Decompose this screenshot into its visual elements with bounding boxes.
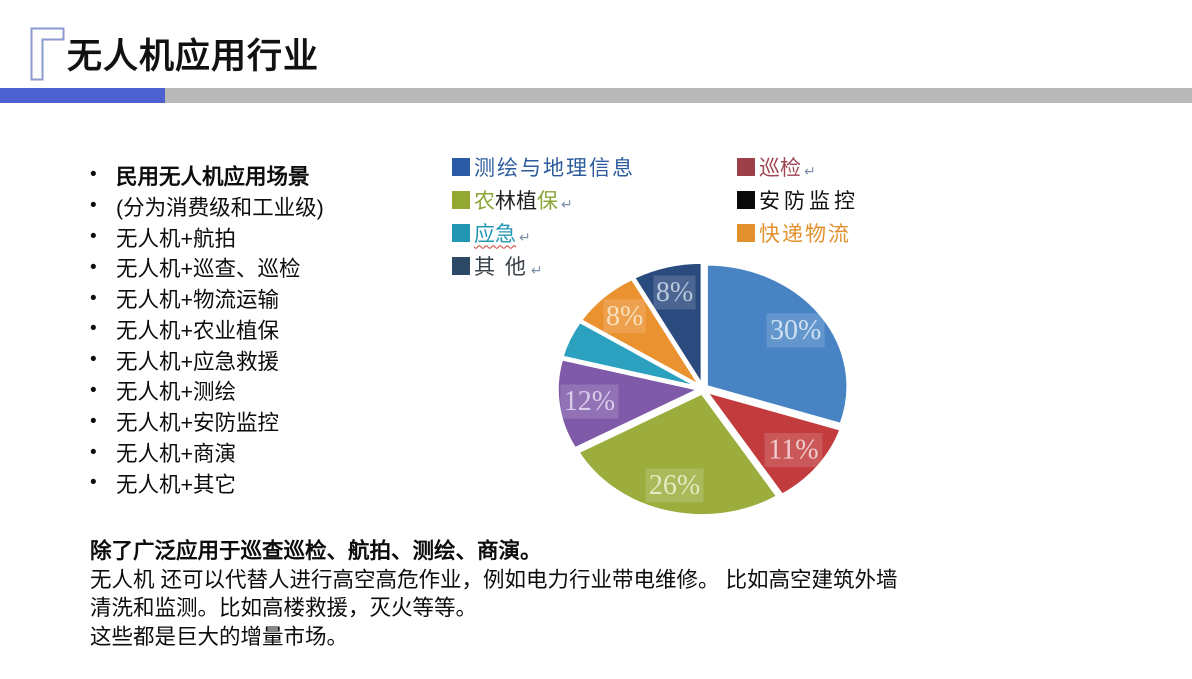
bullet-dot: •	[90, 349, 97, 371]
bullet-dot: •	[90, 410, 97, 432]
pie-label-快递物流: 8%	[606, 301, 643, 332]
legend-label-inspection: 巡检	[759, 156, 801, 180]
pie-slice-快递物流	[579, 277, 702, 387]
pie-label-农林植保: 26%	[649, 470, 700, 501]
pie-slice-农林植保	[577, 392, 779, 517]
legend-item-surveying: 测绘与地理信息	[452, 150, 635, 183]
legend-item-agriculture: 农 林植 保 ↵	[452, 183, 635, 216]
accent-bar-gray	[165, 88, 1192, 103]
return-mark-icon: ↵	[561, 196, 573, 212]
pie-label-box	[653, 275, 696, 310]
bullet-list: • 民用无人机应用场景 • (分为消费级和工业级) • 无人机+航拍 • 无人机+巡查、…	[90, 160, 440, 499]
bullet-dot: •	[90, 195, 97, 217]
corner-bracket-icon	[30, 27, 65, 81]
legend-swatch-security	[737, 190, 755, 209]
legend-swatch-inspection	[737, 157, 755, 176]
bullet-item: • 无人机+安防监控	[90, 410, 280, 436]
pie-label-box	[645, 468, 704, 503]
pie-label-box	[603, 299, 646, 334]
pie-label-box	[766, 313, 825, 348]
footer-text: 除了广泛应用于巡查巡检、航拍、测绘、商演。 无人机 还可以代替人进行高空高危作业…	[90, 537, 1070, 651]
page-title: 无人机应用行业	[67, 37, 320, 76]
pie-slice-其他	[632, 261, 704, 386]
return-mark-icon: ↵	[530, 262, 543, 278]
pie-label-box	[560, 384, 619, 419]
pie-slice-安防监控	[556, 357, 700, 450]
footer-line: 这些都是巨大的增量市场。	[90, 624, 349, 649]
legend-label-security: 安防监控	[759, 189, 859, 213]
bullet-dot: •	[90, 318, 97, 340]
legend-label-agriculture-seg3: 保	[537, 189, 558, 213]
bullet-item: • 无人机+航拍	[90, 225, 237, 251]
bullet-item: • 民用无人机应用场景	[90, 164, 310, 189]
legend-item-other: 其 他 ↵	[452, 249, 635, 282]
bullet-dot: •	[90, 256, 97, 278]
bullet-item: • 无人机+其它	[90, 472, 237, 497]
bullet-dot: •	[90, 441, 97, 463]
bullet-item: • 无人机+巡查、巡检	[90, 256, 301, 282]
footer-line: 清洗和监测。比如高楼救援，灭火等等。	[90, 596, 478, 620]
bullet-item: • 无人机+物流运输	[90, 287, 280, 313]
bullet-item: • (分为消费级和工业级)	[90, 195, 324, 220]
legend-item-emergency: 应急 ↵	[452, 216, 635, 249]
pie-legend-right: 巡检 ↵ 安防监控 快递物流	[737, 150, 859, 249]
pie-legend-left: 测绘与地理信息 农 林植 保 ↵ 应急 ↵ 其 他 ↵	[452, 150, 635, 282]
bullet-item: • 无人机+商演	[90, 441, 237, 467]
legend-item-logistics: 快递物流	[737, 216, 859, 249]
legend-label-surveying: 测绘与地理信息	[474, 156, 635, 180]
footer-line: 无人机 还可以代替人进行高空高危作业，例如电力行业带电维修。 比如高空建筑外墙	[90, 567, 898, 592]
bullet-dot: •	[90, 287, 97, 309]
legend-swatch-logistics	[737, 223, 755, 242]
pie-slice-测绘与地理信息	[705, 263, 849, 426]
legend-swatch-surveying	[452, 157, 470, 176]
legend-item-security: 安防监控	[737, 183, 859, 216]
pie-slice-应急	[561, 320, 701, 389]
pie-label-box	[764, 433, 823, 468]
legend-swatch-other	[452, 256, 470, 275]
legend-swatch-emergency	[452, 223, 470, 242]
legend-label-agriculture-seg1: 农	[474, 189, 495, 213]
return-mark-icon: ↵	[519, 229, 531, 245]
pie-label-巡检: 11%	[768, 435, 818, 466]
bullet-dot: •	[90, 379, 97, 401]
bullet-item: • 无人机+农业植保	[90, 318, 280, 343]
pie-label-安防监控: 12%	[564, 386, 615, 417]
pie-chart: 30% 11% 26% 12% 8% 8%	[556, 261, 849, 517]
bullet-item: • 无人机+测绘	[90, 379, 237, 405]
bullet-dot: •	[90, 225, 97, 247]
bullet-dot: •	[90, 472, 97, 494]
footer-line: 除了广泛应用于巡查巡检、航拍、测绘、商演。	[90, 539, 542, 563]
legend-label-agriculture-seg2: 林植	[495, 189, 537, 213]
accent-bar-blue	[0, 88, 165, 103]
pie-slice-巡检	[705, 390, 842, 497]
bullet-dot: •	[90, 164, 97, 186]
legend-label-logistics: 快递物流	[759, 222, 851, 246]
bullet-item: • 无人机+应急救援	[90, 349, 280, 374]
legend-item-inspection: 巡检 ↵	[737, 150, 859, 183]
legend-label-emergency: 应急	[474, 222, 516, 246]
legend-swatch-agriculture	[452, 190, 470, 209]
pie-label-其他: 8%	[656, 277, 693, 308]
pie-label-测绘与地理信息: 30%	[770, 315, 821, 346]
return-mark-icon: ↵	[804, 163, 816, 179]
legend-label-other: 其 他	[474, 255, 528, 279]
